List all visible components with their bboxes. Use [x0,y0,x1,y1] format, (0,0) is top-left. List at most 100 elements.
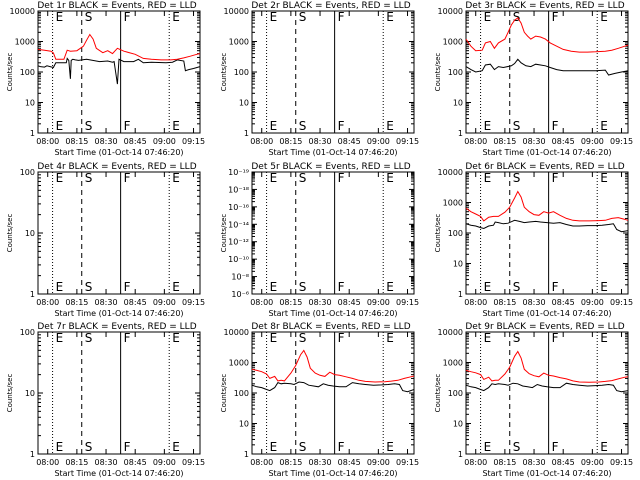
marker-label-e: E [484,331,492,345]
x-tick-label: 08:30 [523,458,546,467]
y-tick-label: 10⁻⁶ [231,290,249,299]
marker-label-f: F [124,171,131,185]
x-tick-label: 09:15 [610,298,633,307]
marker-label-s: S [85,280,93,294]
marker-label-e: E [386,280,394,294]
y-tick-label: 1 [30,290,35,299]
x-tick-label: 08:00 [464,137,487,146]
x-tick-label: 08:15 [493,298,516,307]
x-tick-label: 08:15 [279,458,302,467]
x-tick-label: 08:30 [95,458,118,467]
x-tick-label: 09:00 [367,298,390,307]
marker-label-e: E [172,171,180,185]
marker-label-f: F [338,440,345,454]
y-tick-label: 100 [448,229,463,238]
plot-frame [37,331,201,455]
x-axis-label: Start Time (01-Oct-14 07:46:20) [268,309,397,318]
x-tick-label: 08:15 [493,137,516,146]
y-tick-label: 1000 [443,359,463,368]
x-tick-label: 08:15 [493,458,516,467]
x-tick-label: 08:00 [464,458,487,467]
panel-det-3r: Det 3r BLACK = Events, RED = LLD 1 10 100 10… [434,1,633,157]
marker-label-e: E [270,280,278,294]
y-tick-label: 10000 [438,328,463,337]
marker-label-f: F [338,119,345,133]
x-tick-label: 09:15 [182,458,205,467]
marker-label-s: S [513,171,521,185]
x-axis-label: Start Time (01-Oct-14 07:46:20) [268,469,397,478]
panel-title: Det 1r BLACK = Events, RED = LLD [37,1,196,11]
x-tick-label: 08:00 [250,458,273,467]
y-axis-label: Counts/sec [434,374,442,413]
marker-label-e: E [386,331,394,345]
x-tick-label: 09:00 [153,137,176,146]
panel-det-8r: Det 8r BLACK = Events, RED = LLD 1 10 100 10… [220,322,419,478]
x-tick-label: 08:00 [464,298,487,307]
x-tick-label: 09:00 [581,137,604,146]
panel-title: Det 2r BLACK = Events, RED = LLD [251,1,410,11]
series-line-events [465,382,629,393]
panel-det-7r: Det 7r BLACK = Events, RED = LLD 1 10 100 Co… [6,322,205,478]
x-tick-label: 09:00 [367,458,390,467]
y-tick-label: 10000 [438,7,463,16]
marker-label-e: E [56,119,64,133]
marker-label-s: S [299,10,307,24]
marker-label-f: F [338,280,345,294]
y-tick-label: 100 [234,68,249,77]
series-line-events [37,57,201,85]
marker-label-e: E [600,331,608,345]
series-line-lld [465,350,629,383]
panel-det-1r: Det 1r BLACK = Events, RED = LLD 1 10 100 10… [6,1,205,157]
x-tick-label: 09:00 [153,298,176,307]
x-tick-label: 09:15 [396,298,419,307]
y-tick-label: 100 [448,389,463,398]
marker-label-e: E [386,171,394,185]
panel-det-4r: Det 4r BLACK = Events, RED = LLD 1 10 100 Co… [6,162,205,318]
y-axis-label: Counts/sec [6,214,14,253]
marker-label-f: F [124,119,131,133]
panel-title: Det 5r BLACK = Events, RED = LLD [251,162,410,172]
plot-frame [465,10,629,134]
panel-det-5r: Det 5r BLACK = Events, RED = LLD 10⁻⁶ 10⁻⁸… [220,162,419,318]
plot-frame [465,171,629,295]
y-tick-label: 10 [453,99,463,108]
marker-label-f: F [124,280,131,294]
x-tick-label: 08:30 [309,298,332,307]
marker-label-f: F [552,10,559,24]
x-tick-label: 09:00 [367,137,390,146]
y-axis-label: Counts/sec [6,374,14,413]
marker-label-f: F [338,171,345,185]
x-tick-label: 08:45 [124,137,147,146]
marker-label-f: F [124,331,131,345]
marker-label-f: F [338,10,345,24]
series-line-events [251,381,415,393]
x-tick-label: 08:15 [65,458,88,467]
y-tick-label: 10 [25,389,35,398]
marker-label-f: F [552,119,559,133]
x-tick-label: 08:45 [124,458,147,467]
y-axis-label: Counts/sec [220,53,228,92]
y-axis-label: Counts/sec [220,214,228,253]
marker-label-e: E [172,280,180,294]
marker-label-e: E [484,171,492,185]
y-tick-label: 10⁻⁸ [231,273,249,282]
x-tick-label: 09:15 [182,137,205,146]
x-tick-label: 08:15 [65,137,88,146]
marker-label-s: S [513,10,521,24]
plot-frame [37,171,201,295]
marker-label-f: F [552,280,559,294]
y-tick-label: 10⁻¹² [228,238,249,247]
panel-title: Det 4r BLACK = Events, RED = LLD [37,162,196,172]
x-tick-label: 08:45 [338,137,361,146]
marker-label-e: E [386,10,394,24]
y-tick-label: 10000 [224,328,249,337]
marker-label-e: E [600,119,608,133]
x-tick-label: 08:00 [250,298,273,307]
x-tick-label: 08:45 [338,298,361,307]
y-axis-label: Counts/sec [434,53,442,92]
y-tick-label: 10000 [438,168,463,177]
series-line-events [465,58,629,76]
marker-label-s: S [299,331,307,345]
y-tick-label: 100 [448,68,463,77]
marker-label-e: E [56,10,64,24]
